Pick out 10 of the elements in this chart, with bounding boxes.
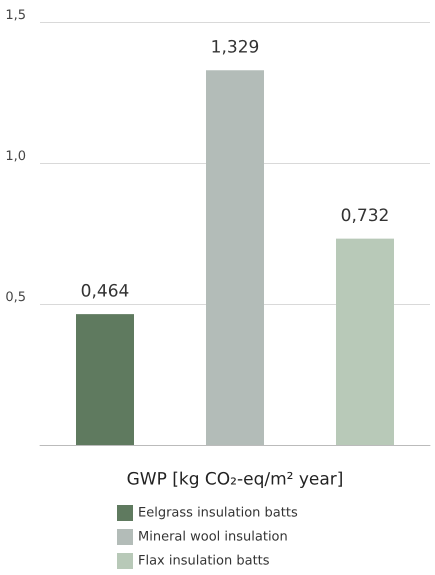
- data-label: 0,732: [340, 206, 390, 226]
- legend-label: Mineral wool insulation: [138, 530, 288, 544]
- legend-label: Flax insulation batts: [138, 554, 270, 568]
- y-tick-label: 1,0: [5, 149, 26, 164]
- x-axis-title: GWP [kg CO₂-eq/m² year]: [126, 470, 344, 490]
- legend-label: Eelgrass insulation batts: [138, 506, 298, 520]
- data-label: 0,464: [80, 282, 130, 302]
- y-tick-label: 0,5: [5, 290, 26, 305]
- data-label: 1,329: [210, 38, 260, 58]
- y-tick-label: 1,5: [5, 8, 26, 23]
